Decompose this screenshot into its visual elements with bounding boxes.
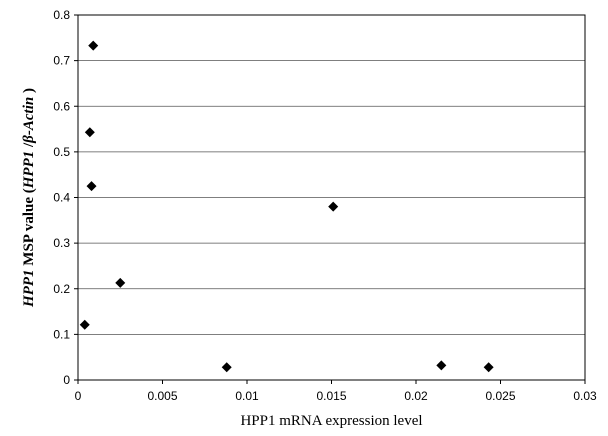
data-point [328,201,339,212]
y-tick-label: 0.5 [53,145,70,159]
y-axis-label-msp: MSP value ( [21,188,37,269]
x-tick-label: 0.02 [404,389,428,403]
data-point [115,277,126,288]
y-axis-label-gene: HPP1 [21,269,37,308]
data-points [79,40,494,373]
data-point [483,362,494,373]
y-axis-label-gene2: HPP1 [21,151,37,190]
x-tick-label: 0.01 [235,389,259,403]
y-axis-label: HPP1 MSP value (HPP1 /β-Actin ) [21,88,37,308]
data-point [84,127,95,138]
data-point [86,181,97,192]
x-axis-label: HPP1 mRNA expression level [240,413,422,429]
x-tick-label: 0.015 [316,389,346,403]
y-tick-label: 0.1 [53,327,70,341]
y-tick-label: 0.6 [53,99,70,113]
x-tick-label: 0.005 [147,389,177,403]
x-tick-labels: 0 0.005 0.01 0.015 0.02 0.025 0.03 [75,380,597,403]
data-point [88,40,99,51]
y-axis-label-beta: β [21,135,37,144]
y-tick-label: 0.4 [53,191,70,205]
x-tick-label: 0.03 [573,389,597,403]
x-tick-label: 0 [75,389,82,403]
data-point [436,360,447,371]
y-axis-label-close: ) [21,88,37,97]
gridlines [78,60,585,335]
y-axis-label-slash: / [21,142,37,151]
x-tick-label: 0.025 [485,389,515,403]
y-tick-label: 0.7 [53,54,70,68]
y-tick-label: 0.2 [53,282,70,296]
y-tick-label: 0.8 [53,8,70,22]
data-point [79,319,90,330]
y-tick-label: 0 [63,373,70,387]
y-axis-label-actin: -Actin [21,97,37,135]
y-tick-labels: 0 0.1 0.2 0.3 0.4 0.5 0.6 0.7 0.8 [53,8,78,387]
data-point [221,362,232,373]
y-tick-label: 0.3 [53,236,70,250]
